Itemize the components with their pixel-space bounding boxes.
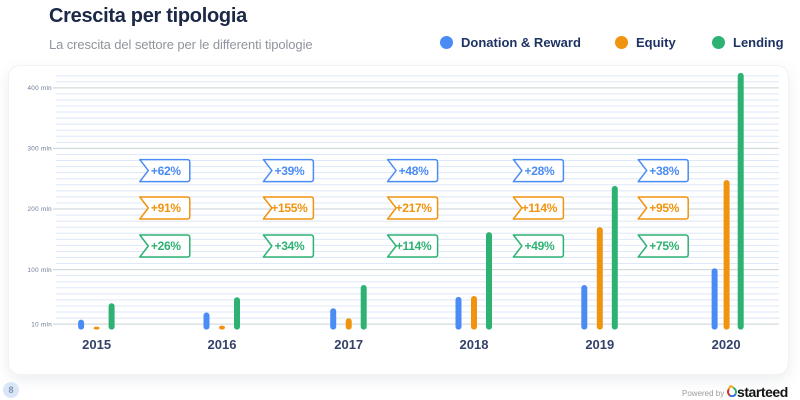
- svg-text:2017: 2017: [334, 337, 363, 352]
- svg-text:2019: 2019: [585, 337, 614, 352]
- svg-text:+26%: +26%: [151, 239, 181, 253]
- svg-text:+34%: +34%: [274, 239, 304, 253]
- svg-text:2018: 2018: [460, 337, 489, 352]
- svg-text:+95%: +95%: [649, 201, 679, 215]
- svg-text:+62%: +62%: [151, 164, 181, 178]
- svg-text:2016: 2016: [208, 337, 237, 352]
- svg-text:400 mln: 400 mln: [27, 85, 52, 92]
- svg-text:+114%: +114%: [396, 239, 432, 253]
- svg-text:+38%: +38%: [649, 164, 679, 178]
- svg-text:+39%: +39%: [274, 164, 304, 178]
- svg-text:2020: 2020: [712, 337, 741, 352]
- svg-text:10 mln: 10 mln: [31, 321, 52, 328]
- svg-text:100 mln: 100 mln: [27, 267, 52, 274]
- svg-text:+48%: +48%: [399, 164, 429, 178]
- svg-text:+114%: +114%: [522, 201, 558, 215]
- svg-text:+49%: +49%: [524, 239, 554, 253]
- svg-text:+28%: +28%: [524, 164, 554, 178]
- svg-text:+91%: +91%: [151, 201, 181, 215]
- svg-text:+75%: +75%: [649, 239, 679, 253]
- svg-text:+155%: +155%: [271, 201, 308, 215]
- svg-text:2015: 2015: [82, 337, 111, 352]
- svg-text:300 mln: 300 mln: [27, 146, 52, 153]
- svg-text:+217%: +217%: [395, 201, 432, 215]
- svg-text:200 mln: 200 mln: [27, 206, 52, 213]
